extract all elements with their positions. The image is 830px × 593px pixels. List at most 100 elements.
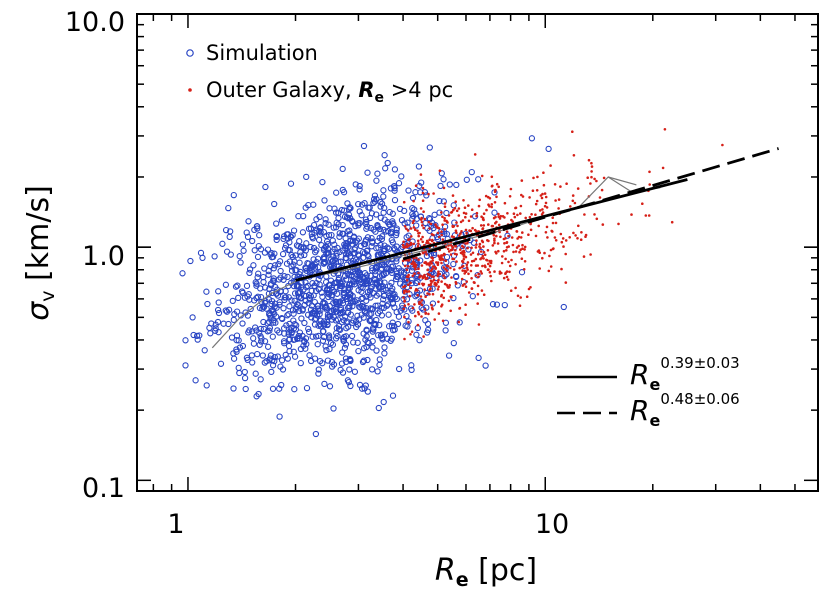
simulation-point: [339, 221, 346, 229]
legend-outer-suffix: >4 pc: [384, 78, 453, 102]
simulation-point: [374, 368, 381, 375]
simulation-point: [212, 325, 219, 332]
outer-galaxy-point: [538, 209, 542, 212]
simulation-point: [315, 302, 322, 309]
outer-galaxy-point: [590, 165, 594, 168]
outer-galaxy-point: [518, 250, 521, 254]
simulation-point: [309, 235, 317, 242]
simulation-point: [387, 185, 395, 192]
simulation-point: [348, 281, 356, 288]
outer-galaxy-point: [420, 298, 424, 302]
simulation-point: [269, 289, 276, 297]
outer-galaxy-point: [434, 284, 438, 287]
outer-galaxy-point: [440, 305, 443, 308]
outer-galaxy-point: [593, 177, 596, 181]
outer-galaxy-point: [421, 240, 425, 244]
simulation-point: [453, 181, 460, 189]
simulation-point: [193, 332, 201, 340]
outer-galaxy-point: [464, 228, 468, 232]
outer-galaxy-point: [462, 211, 466, 215]
outer-galaxy-point: [500, 261, 504, 265]
simulation-point: [305, 291, 313, 299]
simulation-point: [264, 343, 272, 350]
outer-galaxy-point: [493, 201, 497, 204]
outer-galaxy-point: [412, 263, 416, 266]
outer-galaxy-point: [554, 199, 557, 202]
outer-galaxy-point: [455, 209, 459, 213]
outer-galaxy-point: [551, 221, 555, 225]
simulation-point: [299, 229, 307, 236]
simulation-point: [230, 385, 237, 392]
simulation-point: [358, 385, 366, 392]
simulation-point: [409, 194, 417, 202]
outer-galaxy-point: [445, 264, 449, 268]
outer-galaxy-point: [505, 230, 509, 233]
simulation-point: [321, 285, 328, 292]
outer-galaxy-point: [520, 193, 523, 197]
outer-galaxy-point: [402, 296, 405, 299]
outer-galaxy-point: [427, 312, 430, 316]
outer-galaxy-point: [429, 222, 433, 226]
simulation-point: [368, 235, 375, 242]
outer-galaxy-point: [559, 185, 562, 188]
outer-galaxy-point: [428, 227, 431, 230]
simulation-point: [387, 229, 394, 237]
outer-galaxy-point: [544, 231, 548, 234]
simulation-point: [240, 247, 247, 254]
simulation-point: [249, 359, 256, 366]
simulation-point: [252, 279, 259, 286]
outer-galaxy-point: [425, 253, 428, 256]
outer-galaxy-point: [457, 320, 461, 324]
outer-galaxy-point: [481, 254, 485, 258]
simulation-point: [389, 239, 396, 246]
outer-galaxy-point: [498, 272, 502, 275]
simulation-point: [204, 300, 211, 308]
simulation-point: [347, 382, 354, 390]
simulation-point: [424, 320, 432, 328]
simulation-point: [394, 320, 402, 328]
outer-galaxy-point: [534, 202, 538, 206]
simulation-point: [273, 304, 280, 311]
simulation-point: [357, 304, 364, 311]
simulation-point: [397, 307, 404, 314]
outer-galaxy-point: [414, 184, 418, 187]
outer-galaxy-point: [433, 318, 437, 321]
outer-galaxy-point: [456, 224, 459, 228]
simulation-point: [284, 312, 291, 319]
simulation-point: [311, 298, 318, 306]
outer-galaxy-point: [432, 233, 435, 237]
outer-galaxy-point: [403, 264, 407, 268]
simulation-point: [312, 333, 320, 340]
outer-galaxy-point: [461, 284, 465, 287]
fit-legend-dashed-label: Re0.48±0.06: [630, 390, 740, 430]
outer-galaxy-point: [474, 264, 478, 267]
outer-galaxy-point: [466, 268, 469, 271]
simulation-point: [335, 214, 342, 222]
outer-galaxy-point: [589, 253, 592, 256]
simulation-point: [338, 206, 346, 214]
outer-galaxy-point: [490, 224, 494, 228]
simulation-point: [501, 301, 508, 309]
outer-galaxy-point: [589, 182, 592, 185]
outer-galaxy-point: [401, 243, 405, 247]
simulation-point: [372, 302, 379, 309]
outer-galaxy-point: [488, 264, 492, 268]
simulation-point: [377, 198, 384, 206]
simulation-point: [325, 231, 333, 239]
simulation-point: [309, 333, 316, 340]
simulation-point: [349, 292, 356, 300]
outer-galaxy-point: [409, 281, 412, 285]
simulation-point: [244, 356, 251, 364]
outer-galaxy-point: [462, 199, 465, 202]
simulation-point: [380, 304, 388, 312]
simulation-point: [254, 293, 262, 300]
simulation-point: [269, 385, 277, 392]
outer-galaxy-point: [465, 280, 469, 283]
simulation-point: [347, 237, 354, 244]
outer-galaxy-point: [540, 196, 544, 200]
outer-galaxy-point: [503, 201, 507, 205]
simulation-point: [268, 368, 275, 376]
outer-galaxy-point: [543, 204, 547, 208]
simulation-point: [348, 271, 355, 279]
